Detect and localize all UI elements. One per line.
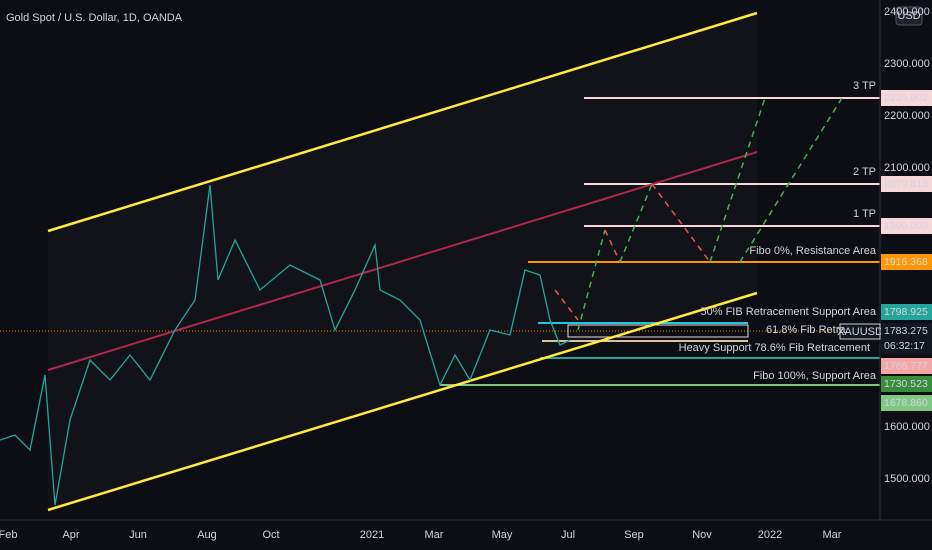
- fib618-box: [567, 324, 749, 338]
- price-axis-label: 1500.000: [884, 473, 930, 485]
- annotation: Fibo 0%, Resistance Area: [749, 245, 876, 257]
- price-tag: 1766.777: [884, 360, 928, 372]
- price-axis-label: 2400.000: [884, 6, 930, 18]
- price-tag: 1798.925: [884, 306, 928, 318]
- price-tag-bg: [881, 358, 932, 374]
- price-tag: 1783.275: [884, 325, 928, 337]
- price-tag: 2070.813: [884, 178, 928, 190]
- price-axis-label: 1600.000: [884, 421, 930, 433]
- price-tag-bg: [881, 218, 932, 234]
- price-tag-bg: [881, 90, 932, 106]
- time-axis-label: 2021: [360, 529, 384, 541]
- price-tag-bg: [881, 395, 932, 411]
- time-axis-label: Oct: [262, 529, 279, 541]
- annotation: 3 TP: [853, 80, 876, 92]
- price-tag-bg: [881, 323, 932, 339]
- price-axis-label: 2100.000: [884, 162, 930, 174]
- proj-down: [604, 229, 621, 263]
- currency[interactable]: USD: [897, 10, 920, 22]
- title: Gold Spot / U.S. Dollar, 1D, OANDA: [6, 12, 183, 24]
- time-axis-label: Sep: [624, 529, 644, 541]
- channel-lower: [47, 291, 758, 512]
- time-axis-label: Nov: [692, 529, 712, 541]
- proj-down: [651, 183, 711, 263]
- proj-up: [709, 97, 766, 263]
- annotation: Heavy Support 78.6% Fib Retracement: [679, 342, 870, 354]
- time-axis-label: Mar: [823, 529, 842, 541]
- time-axis-label: Mar: [425, 529, 444, 541]
- time-axis-label: May: [492, 529, 513, 541]
- annotation: Fibo 100%, Support Area: [753, 370, 877, 382]
- annotation: 61.8% Fib Retra: [766, 324, 846, 336]
- price-axis-label: 2300.000: [884, 58, 930, 70]
- time-axis-label: Feb: [0, 529, 17, 541]
- price-path: [0, 184, 571, 506]
- price-tag: 1678.860: [884, 397, 928, 409]
- price-axis-label: 2200.000: [884, 110, 930, 122]
- price-tag-bg: [881, 254, 932, 270]
- levels: [440, 97, 880, 386]
- symbol: XAUUSD: [837, 326, 883, 338]
- channel-upper: [47, 11, 758, 233]
- price-tag-bg: [881, 176, 932, 192]
- time-axis-label: 2022: [758, 529, 782, 541]
- price-tag-bg: [881, 304, 932, 320]
- price-tag: 1916.368: [884, 256, 928, 268]
- annotation: 2 TP: [853, 166, 876, 178]
- price-tag: 2235.902: [884, 92, 928, 104]
- time-axis-label: Aug: [197, 529, 217, 541]
- time-axis-label: Apr: [62, 529, 79, 541]
- annotation: 50% FIB Retracement Support Area: [701, 306, 877, 318]
- projections: [554, 97, 843, 331]
- price-tag: 06:32:17: [884, 340, 925, 352]
- symbol-tag: [839, 323, 881, 340]
- currency-button[interactable]: [895, 6, 923, 26]
- time-axis-label: Jun: [129, 529, 147, 541]
- price-tag: 1730.523: [884, 378, 928, 390]
- price-tag-bg: [881, 376, 932, 392]
- proj-up: [619, 183, 653, 263]
- channel-mid: [47, 151, 758, 371]
- price-tag: 1990.000: [884, 220, 928, 232]
- price-tag-bg: [881, 338, 932, 354]
- annotation: 1 TP: [853, 208, 876, 220]
- time-axis-label: Jul: [561, 529, 575, 541]
